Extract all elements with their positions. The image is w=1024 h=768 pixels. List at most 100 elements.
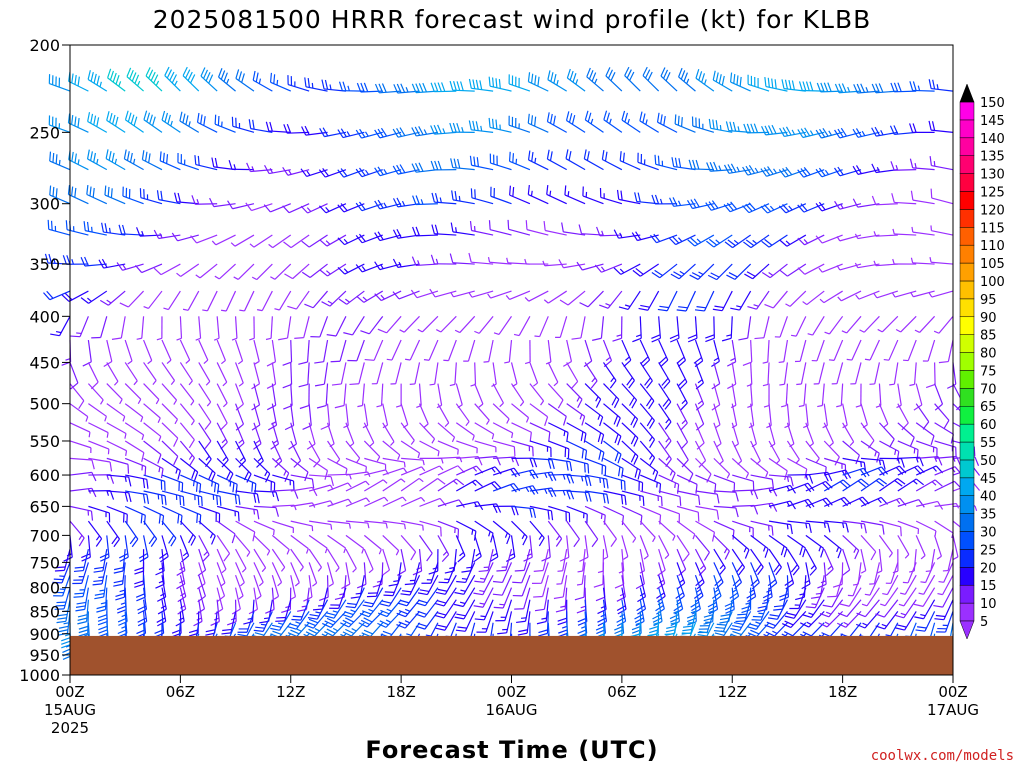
wind-barb [69, 403, 89, 422]
wind-barb [732, 520, 754, 538]
wind-barb [920, 562, 936, 584]
wind-barb [438, 562, 457, 584]
wind-barb [329, 587, 347, 610]
wind-barb [869, 562, 881, 585]
wind-barb [453, 587, 476, 608]
wind-barb [419, 478, 446, 492]
wind-barb [143, 403, 161, 424]
colorbar-segment [959, 298, 975, 318]
wind-barb [334, 383, 347, 409]
wind-barb [327, 473, 352, 480]
wind-barb [418, 403, 429, 428]
wind-barb [161, 520, 177, 547]
wind-barb [124, 520, 139, 548]
wind-barb [379, 587, 402, 607]
wind-barb [143, 520, 158, 547]
wind-barb [180, 457, 199, 482]
wind-barb [658, 457, 676, 482]
y-tick-label: 350 [29, 255, 60, 274]
wind-barb [415, 611, 439, 630]
wind-barb [400, 440, 421, 459]
wind-barb [637, 575, 647, 603]
wind-barb [768, 474, 794, 487]
wind-barb [301, 125, 328, 136]
wind-barb [639, 111, 659, 133]
wind-barb [511, 422, 532, 442]
wind-barb [221, 611, 237, 635]
wind-barb [81, 535, 91, 562]
wind-barb [357, 383, 365, 408]
wind-barb [195, 316, 202, 341]
wind-barb [834, 83, 862, 94]
colorbar-tick-label: 65 [980, 400, 997, 415]
wind-barb [116, 262, 144, 271]
wind-barb [713, 611, 733, 633]
wind-barb [374, 231, 402, 242]
wind-barb [136, 227, 163, 237]
wind-barb [159, 535, 169, 563]
wind-barb [676, 520, 696, 540]
wind-barb [676, 505, 700, 522]
wind-barb [198, 457, 216, 483]
wind-barb [524, 290, 549, 302]
wind-barb [429, 288, 457, 298]
wind-barb [265, 587, 275, 614]
colorbar-tick-label: 90 [980, 311, 997, 326]
wind-barb [461, 549, 476, 573]
wind-barb [584, 362, 598, 389]
wind-barb [388, 562, 402, 587]
wind-barb [272, 474, 295, 491]
wind-barb [639, 339, 651, 367]
wind-barbs-layer [43, 66, 981, 660]
wind-barb [143, 290, 163, 309]
wind-barb [599, 290, 623, 309]
wind-barb [542, 260, 567, 267]
wind-barb [632, 263, 659, 277]
wind-barb [437, 535, 450, 563]
wind-barb [726, 263, 752, 280]
wind-barb [787, 482, 815, 493]
wind-barb [306, 422, 316, 450]
wind-barb [218, 68, 236, 92]
wind-barb [823, 479, 851, 492]
wind-barb [161, 403, 179, 425]
wind-barb [382, 440, 401, 460]
wind-barb [476, 611, 494, 633]
wind-barb [489, 535, 499, 563]
wind-barb [416, 587, 439, 607]
wind-barb [412, 195, 438, 206]
colorbar-segment [959, 531, 975, 550]
wind-barb [198, 440, 212, 468]
wind-barb [694, 422, 705, 450]
wind-barb [831, 362, 844, 385]
colorbar-tick-label: 80 [980, 347, 997, 362]
wind-barb [88, 422, 109, 438]
wind-barb [419, 440, 440, 457]
wind-barb [802, 290, 825, 306]
wind-barb [546, 184, 567, 205]
wind-barb [559, 290, 586, 306]
wind-barb [284, 263, 310, 280]
wind-barb [707, 587, 719, 615]
wind-barb [161, 339, 172, 365]
wind-barb [705, 316, 715, 343]
wind-barb [319, 575, 329, 602]
wind-barb [936, 611, 954, 633]
wind-barb [411, 82, 438, 94]
wind-barb [533, 575, 549, 598]
wind-barb [106, 422, 127, 439]
wind-barb [347, 339, 365, 362]
wind-barb [531, 562, 549, 584]
wind-barb [416, 383, 422, 408]
wind-barb [897, 499, 925, 508]
wind-barb [474, 315, 494, 334]
wind-barb [742, 202, 770, 214]
wind-barb [449, 80, 475, 92]
wind-barb [253, 474, 276, 493]
wind-barb [601, 150, 623, 171]
wind-barb [910, 257, 935, 265]
wind-barb [910, 190, 935, 205]
wind-barb [430, 160, 457, 171]
wind-barb [934, 383, 944, 411]
